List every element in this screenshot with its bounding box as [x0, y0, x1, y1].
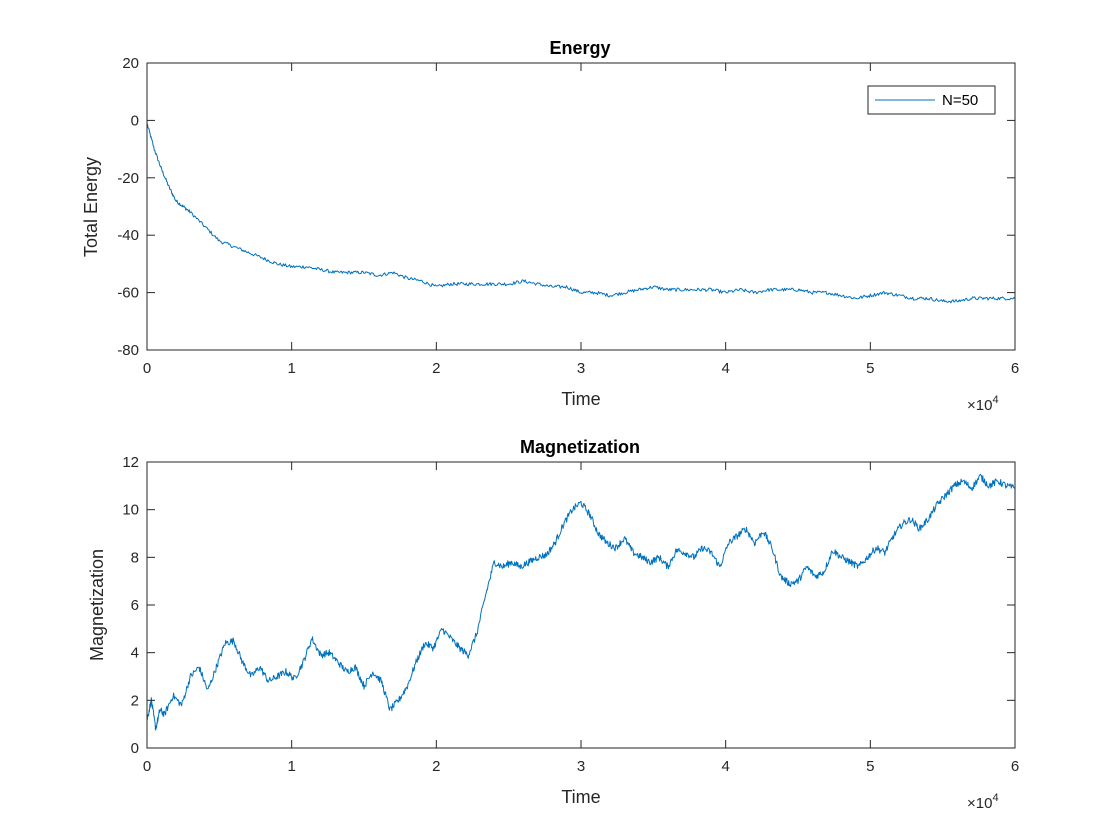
energy-xtick-label: 0	[143, 360, 151, 377]
energy-ticks: 0 1 2 3 4 5 6 -80 -60 -40 -20 0 20	[117, 55, 1019, 377]
magnetization-ytick-label: 6	[131, 597, 139, 614]
magnetization-ytick-label: 8	[131, 549, 139, 566]
magnetization-title: Magnetization	[520, 437, 640, 457]
legend-entry-n50: N=50	[942, 92, 978, 109]
magnetization-xtick-label: 2	[432, 758, 440, 775]
energy-axes: Energy 0 1 2 3 4 5 6 -80 -60 -40 -20 0 20 Time Total…	[81, 38, 1019, 414]
energy-y-label: Total Energy	[81, 157, 101, 257]
energy-xtick-label: 1	[287, 360, 295, 377]
energy-xtick-label: 3	[577, 360, 585, 377]
magnetization-ytick-label: 0	[131, 740, 139, 757]
magnetization-x-exponent: ×104	[967, 792, 999, 812]
energy-xtick-label: 5	[866, 360, 874, 377]
energy-ytick-label: 20	[122, 55, 139, 72]
magnetization-series-line	[146, 473, 1016, 731]
magnetization-xtick-label: 6	[1011, 758, 1019, 775]
energy-xtick-label: 4	[721, 360, 729, 377]
energy-ytick-label: -60	[117, 285, 139, 302]
energy-title: Energy	[549, 38, 610, 58]
energy-x-label: Time	[561, 389, 600, 409]
magnetization-ytick-label: 12	[122, 454, 139, 471]
energy-x-exponent: ×104	[967, 394, 999, 414]
magnetization-xtick-label: 3	[577, 758, 585, 775]
energy-legend: N=50	[867, 85, 996, 115]
energy-ytick-label: -80	[117, 342, 139, 359]
magnetization-xtick-label: 0	[143, 758, 151, 775]
magnetization-xtick-label: 5	[866, 758, 874, 775]
magnetization-x-label: Time	[561, 787, 600, 807]
energy-xtick-label: 6	[1011, 360, 1019, 377]
magnetization-ytick-label: 2	[131, 692, 139, 709]
magnetization-plot-area	[146, 473, 1016, 731]
energy-series-line	[146, 123, 1016, 304]
magnetization-xtick-label: 4	[721, 758, 729, 775]
energy-xtick-label: 2	[432, 360, 440, 377]
energy-ytick-label: 0	[131, 112, 139, 129]
magnetization-ytick-label: 4	[131, 645, 139, 662]
energy-plot-area	[146, 123, 1016, 304]
magnetization-ytick-label: 10	[122, 502, 139, 519]
energy-ytick-label: -20	[117, 170, 139, 187]
energy-ytick-label: -40	[117, 227, 139, 244]
magnetization-xtick-label: 1	[287, 758, 295, 775]
magnetization-y-label: Magnetization	[87, 549, 107, 661]
